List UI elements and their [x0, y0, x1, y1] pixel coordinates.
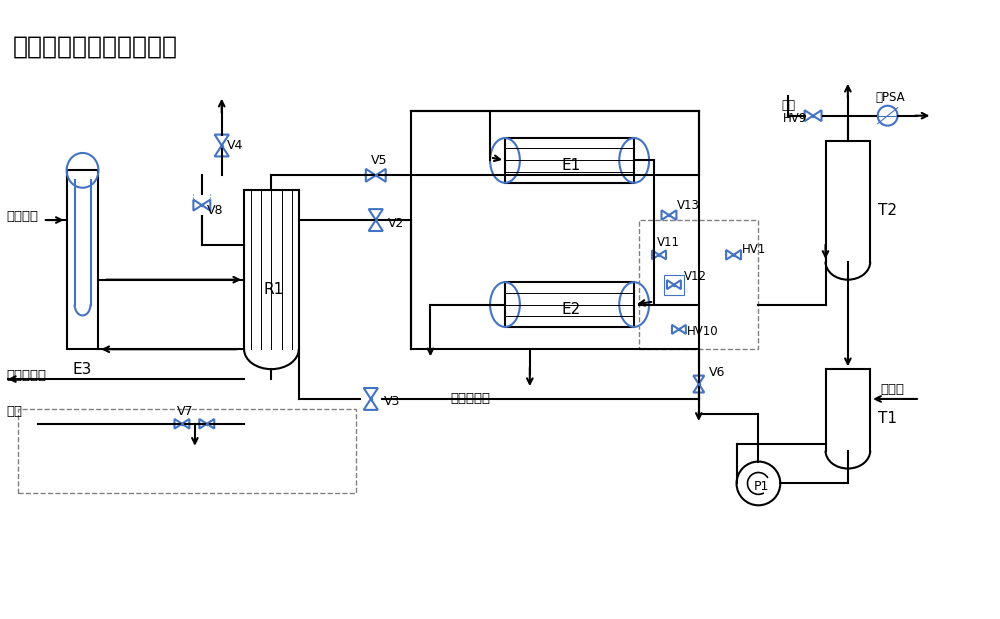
Text: 氮气: 氮气 — [6, 405, 22, 418]
Bar — [18, 409, 356, 493]
Bar — [639, 220, 758, 349]
Text: 冷却循环水: 冷却循环水 — [450, 392, 490, 405]
Text: V6: V6 — [709, 366, 725, 379]
Text: 导热油进: 导热油进 — [6, 210, 38, 223]
Text: V8: V8 — [207, 204, 223, 217]
Bar — [505, 138, 634, 183]
Text: V11: V11 — [657, 236, 680, 249]
Text: V5: V5 — [371, 154, 387, 167]
Text: V12: V12 — [684, 271, 707, 284]
Text: V3: V3 — [384, 396, 400, 409]
Text: E2: E2 — [562, 302, 581, 317]
Text: V4: V4 — [227, 139, 243, 152]
Text: R1: R1 — [263, 282, 284, 297]
Text: HV1: HV1 — [742, 243, 766, 256]
Text: E1: E1 — [562, 158, 581, 173]
Text: P1: P1 — [754, 480, 769, 493]
Bar — [505, 282, 634, 327]
Text: HV10: HV10 — [687, 325, 718, 338]
Text: T1: T1 — [878, 412, 897, 426]
Text: E3: E3 — [73, 361, 92, 376]
Text: 去PSA: 去PSA — [876, 91, 905, 104]
Text: V7: V7 — [177, 405, 193, 418]
Text: 甲醇裂解制氢装置示意图: 甲醇裂解制氢装置示意图 — [13, 34, 178, 58]
Bar — [664, 275, 684, 295]
Text: 放空: 放空 — [781, 99, 795, 112]
Text: T2: T2 — [878, 202, 897, 218]
Bar — [67, 170, 98, 349]
Text: 回导热油炉: 回导热油炉 — [6, 368, 46, 381]
Text: 甲醇水: 甲醇水 — [880, 383, 904, 396]
Text: HV9: HV9 — [783, 112, 808, 125]
Text: V13: V13 — [677, 199, 700, 212]
Text: V2: V2 — [388, 217, 404, 230]
